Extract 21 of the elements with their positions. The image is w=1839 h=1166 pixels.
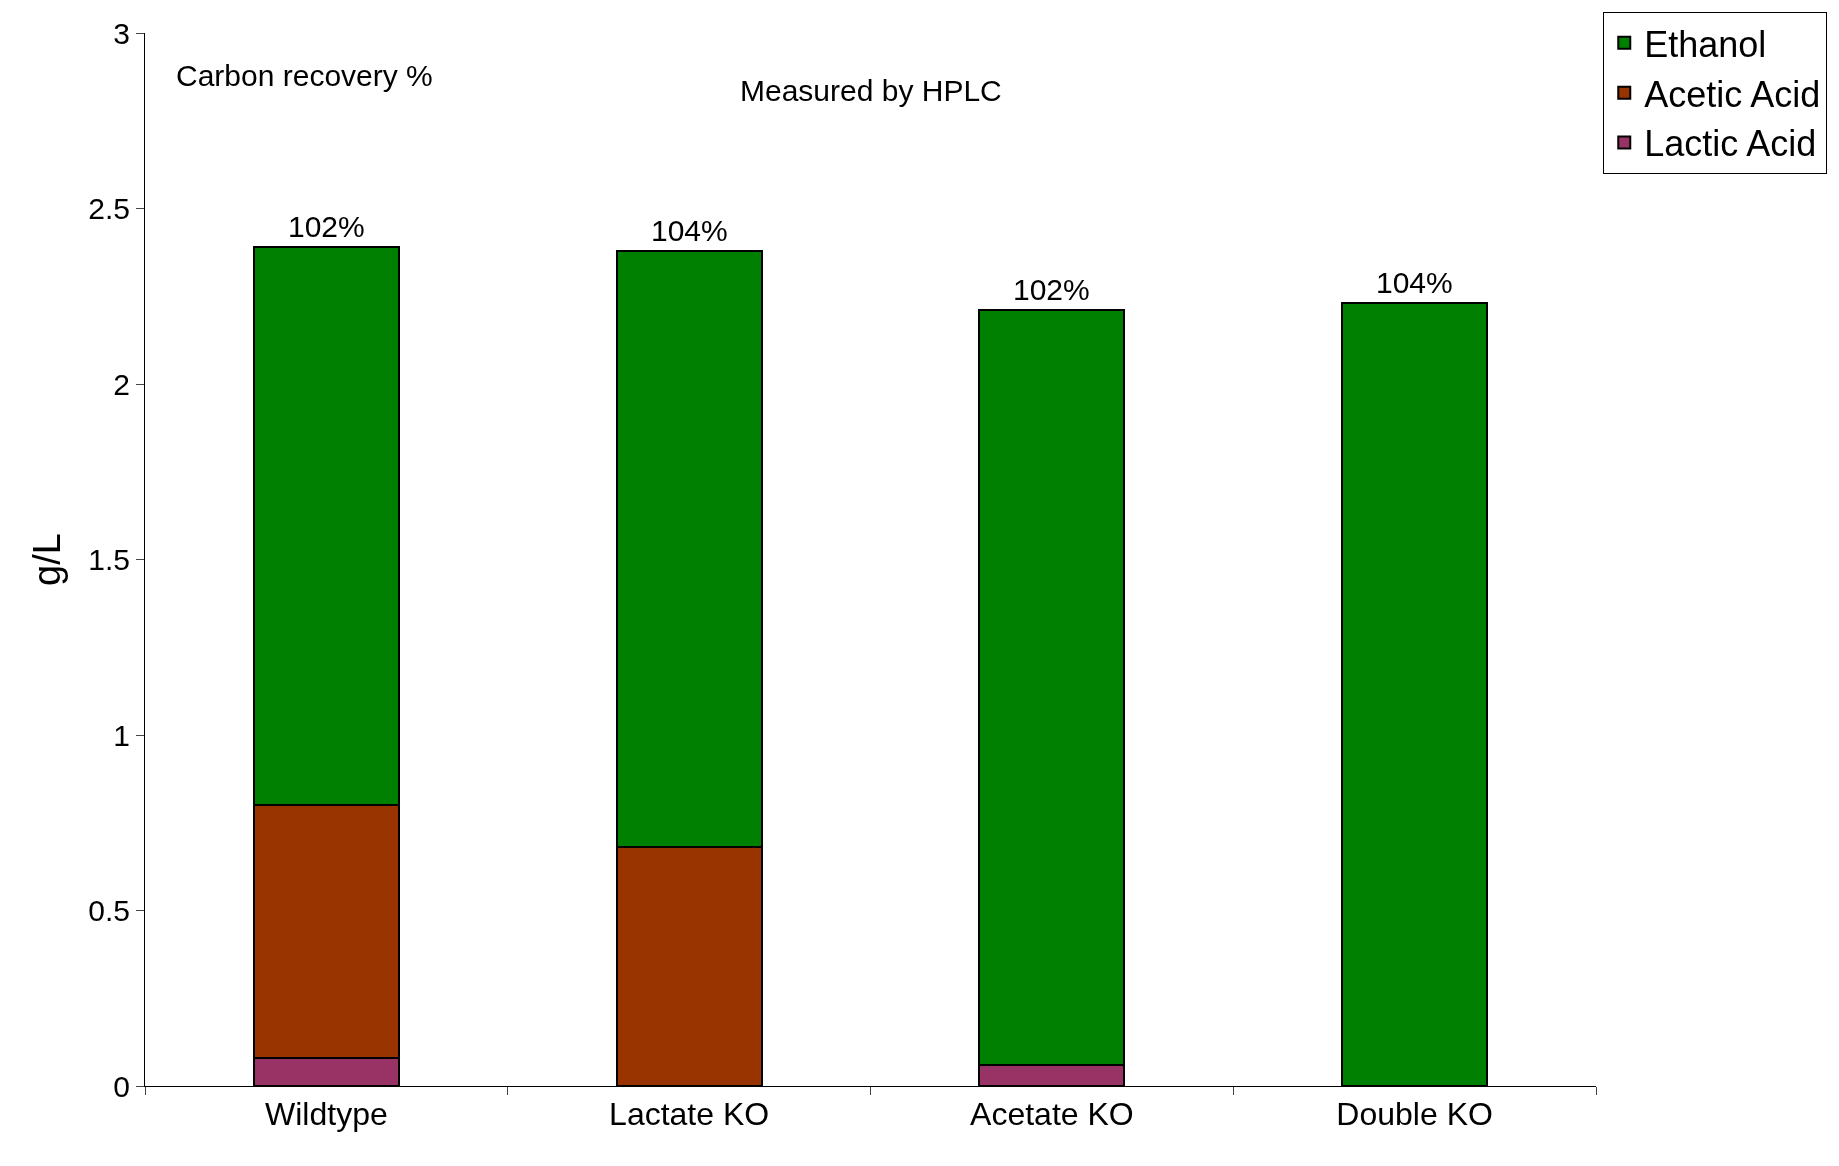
y-tick-label: 0 bbox=[113, 1069, 130, 1103]
y-tick-label: 2 bbox=[113, 367, 130, 401]
legend-label: Acetic Acid bbox=[1644, 73, 1821, 115]
x-tick-label: Double KO bbox=[1336, 1096, 1493, 1133]
annotation: 102% bbox=[1013, 273, 1090, 306]
legend-label: Ethanol bbox=[1644, 23, 1767, 65]
y-tick-label: 1.5 bbox=[88, 543, 130, 576]
y-tick-label: 0.5 bbox=[88, 894, 130, 927]
x-tick-label: Lactate KO bbox=[609, 1096, 770, 1133]
annotation: Measured by HPLC bbox=[740, 74, 1002, 107]
y-tick-label: 3 bbox=[113, 16, 130, 50]
y-tick-label: 1 bbox=[113, 718, 130, 752]
y-tick-label: 2.5 bbox=[88, 192, 130, 225]
y-axis-title: g/L bbox=[26, 533, 69, 586]
x-tick-label: Acetate KO bbox=[970, 1096, 1134, 1133]
annotation: 102% bbox=[288, 210, 365, 243]
annotation: Carbon recovery % bbox=[176, 59, 433, 92]
annotation: 104% bbox=[1376, 266, 1453, 299]
annotation: 104% bbox=[651, 214, 728, 247]
x-tick-label: Wildtype bbox=[265, 1096, 388, 1133]
legend-label: Lactic Acid bbox=[1644, 123, 1817, 165]
